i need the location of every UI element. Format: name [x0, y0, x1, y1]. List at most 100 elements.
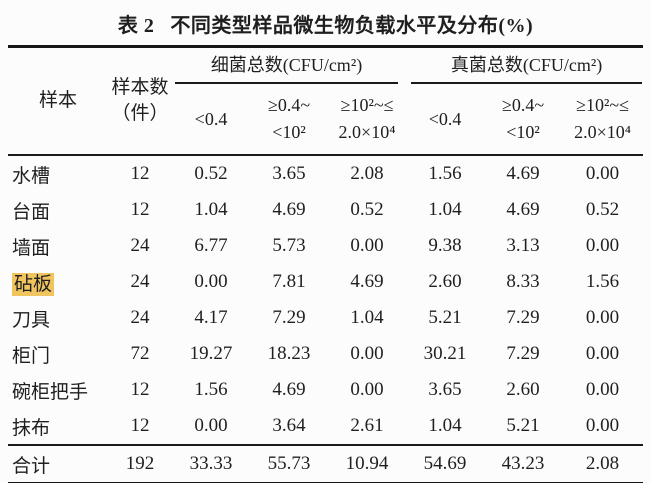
cell-sample-name: 碗柜把手: [12, 381, 89, 403]
table-row: 台面 12 1.04 4.69 0.52 1.04 4.69 0.52: [8, 192, 643, 228]
cell-value: 3.65: [272, 163, 306, 184]
table-caption: 不同类型样品微生物负载水平及分布(%): [170, 15, 534, 37]
cell-sample-name: 刀具: [12, 309, 51, 331]
header-bacteria-range1: <0.4: [172, 84, 250, 156]
table-row: 碗柜把手 12 1.56 4.69 0.00 3.65 2.60 0.00: [8, 372, 643, 408]
header-fungi-range2: ≥0.4~ <10²: [484, 84, 563, 156]
cell-value: 1.56: [194, 379, 228, 400]
cell-value: 5.73: [272, 235, 306, 256]
header-fungi-range3: ≥10²~≤ 2.0×10⁴: [562, 84, 644, 156]
cell-value: 3.64: [272, 415, 306, 436]
cell-value: 9.38: [428, 235, 462, 256]
cell-total-value: 43.23: [484, 444, 563, 483]
cell-value: 0.00: [194, 271, 228, 292]
cell-value: 0.00: [585, 343, 620, 364]
cell-value: 0.52: [585, 199, 620, 220]
table-row-highlighted: 砧板 24 0.00 7.81 4.69 2.60 8.33 1.56: [8, 264, 643, 300]
cell-value: 30.21: [423, 343, 467, 364]
cell-value: 3.13: [506, 235, 540, 256]
table-row: 刀具 24 4.17 7.29 1.04 5.21 7.29 0.00: [8, 300, 643, 336]
header-fungi-range3-line2: 2.0×10⁴: [574, 122, 631, 142]
cell-value: 0.52: [350, 199, 384, 220]
cell-value: 7.81: [272, 271, 306, 292]
microbial-load-table: 样本 样本数 （件） 细菌总数(CFU/cm²) 真菌总数(CFU/cm²) <…: [8, 45, 644, 483]
header-fungi-range1: <0.4: [406, 84, 485, 156]
cell-count: 24: [130, 307, 150, 328]
cell-value: 6.77: [194, 235, 228, 256]
header-bacteria-range3-line1: ≥10²~≤: [340, 95, 394, 115]
cell-count: 12: [130, 199, 150, 220]
cell-count: 24: [130, 235, 150, 256]
header-sample-count-line2: （件）: [111, 103, 169, 124]
cell-value: 0.00: [350, 343, 384, 364]
cell-value: 0.52: [194, 163, 228, 184]
cell-value: 0.00: [585, 415, 620, 436]
cell-sample-name: 抹布: [12, 417, 51, 439]
header-fungi-range2-line1: ≥0.4~: [501, 95, 545, 115]
cell-value: 1.56: [428, 163, 462, 184]
table-header: 样本 样本数 （件） 细菌总数(CFU/cm²) 真菌总数(CFU/cm²) <…: [8, 46, 644, 156]
cell-value: 4.69: [272, 199, 306, 220]
cell-value: 3.65: [428, 379, 462, 400]
table-row: 墙面 24 6.77 5.73 0.00 9.38 3.13 0.00: [8, 228, 643, 264]
cell-total-value: 54.69: [406, 444, 485, 483]
table-total-row: 合计 192 33.33 55.73 10.94 54.69 43.23 2.0…: [8, 444, 644, 483]
cell-total-value: 33.33: [172, 444, 250, 483]
group-header-row: 样本 样本数 （件） 细菌总数(CFU/cm²) 真菌总数(CFU/cm²): [8, 46, 643, 156]
cell-value: 1.56: [585, 271, 620, 292]
cell-sample-name: 柜门: [12, 345, 51, 367]
cell-value: 1.04: [350, 307, 384, 328]
cell-count: 12: [130, 415, 150, 436]
cell-count: 24: [130, 271, 150, 292]
cell-value: 1.04: [194, 199, 228, 220]
cell-total-value: 10.94: [328, 444, 407, 483]
header-bacteria-range2-line2: <10²: [272, 122, 306, 142]
cell-sample-name: 台面: [12, 201, 51, 223]
cell-value: 2.61: [350, 415, 384, 436]
cell-value: 1.04: [428, 199, 462, 220]
header-group-fungi-label: 真菌总数(CFU/cm²): [411, 51, 643, 84]
cell-value: 4.69: [506, 199, 540, 220]
table-row: 抹布 12 0.00 3.64 2.61 1.04 5.21 0.00: [8, 408, 643, 445]
cell-sample-name: 水槽: [12, 165, 51, 187]
header-bacteria-range2-line1: ≥0.4~: [267, 95, 311, 115]
cell-count: 72: [130, 343, 150, 364]
cell-value: 2.60: [428, 271, 462, 292]
sub-header-row: <0.4 ≥0.4~ <10² ≥10²~≤ 2.0×10⁴ <0.4 ≥0.4…: [8, 84, 644, 156]
cell-value: 0.00: [585, 307, 620, 328]
cell-value: 4.69: [506, 163, 540, 184]
cell-total-count: 192: [108, 444, 172, 483]
cell-value: 7.29: [506, 343, 540, 364]
table-row: 柜门 72 19.27 18.23 0.00 30.21 7.29 0.00: [8, 336, 643, 372]
cell-value: 5.21: [428, 307, 462, 328]
header-sample: 样本: [8, 46, 108, 156]
header-fungi-range2-line2: <10²: [506, 122, 540, 142]
table-title: 表 2 不同类型样品微生物负载水平及分布(%): [8, 6, 643, 45]
cell-value: 4.69: [350, 271, 384, 292]
cell-value: 0.00: [585, 235, 620, 256]
cell-value: 8.33: [506, 271, 540, 292]
cell-value: 1.04: [428, 415, 462, 436]
header-sample-count: 样本数 （件）: [108, 46, 172, 156]
header-sample-count-line1: 样本数: [111, 77, 169, 99]
cell-total-value: 55.73: [250, 444, 328, 483]
cell-total-value: 2.08: [562, 444, 644, 483]
cell-value: 19.27: [189, 343, 233, 364]
header-group-fungi: 真菌总数(CFU/cm²): [406, 47, 643, 84]
cell-value: 2.60: [506, 379, 540, 400]
cell-value: 0.00: [585, 379, 620, 400]
cell-value: 0.00: [194, 415, 228, 436]
table-number: 表 2: [117, 15, 155, 37]
cell-value: 7.29: [272, 307, 306, 328]
cell-value: 2.08: [350, 163, 384, 184]
header-bacteria-range2: ≥0.4~ <10²: [250, 84, 328, 156]
header-group-bacteria-label: 细菌总数(CFU/cm²): [175, 51, 399, 84]
cell-sample-name: 墙面: [12, 237, 51, 259]
cell-value: 0.00: [350, 235, 384, 256]
cell-value: 0.00: [350, 379, 384, 400]
cell-count: 12: [130, 379, 150, 400]
cell-value: 4.17: [194, 307, 228, 328]
table-body: 水槽 12 0.52 3.65 2.08 1.56 4.69 0.00 台面 1…: [8, 155, 644, 483]
header-bacteria-range3-line2: 2.0×10⁴: [338, 122, 396, 142]
